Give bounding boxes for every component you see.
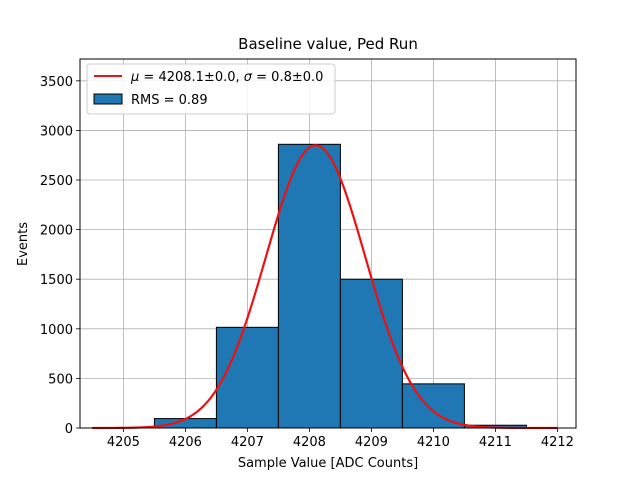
x-axis-label: Sample Value [ADC Counts]: [238, 456, 418, 471]
histogram-bars: [91, 143, 527, 429]
x-tick-label: 4211: [479, 435, 512, 450]
x-tick-label: 4212: [541, 435, 574, 450]
legend-fit-label: μ = 4208.1±0.0, σ = 0.8±0.0: [130, 70, 323, 85]
x-tick-label: 4207: [231, 435, 264, 450]
plot-frame: [79, 58, 577, 429]
x-tick-label: 4205: [107, 435, 140, 450]
x-axis-ticks: 4205 4206 4207 4208 4209 4210 4211 4212: [107, 428, 574, 450]
legend: μ = 4208.1±0.0, σ = 0.8±0.0 RMS = 0.89: [86, 63, 336, 115]
y-tick-label: 3000: [40, 124, 73, 139]
chart-title: Baseline value, Ped Run: [238, 35, 418, 53]
y-tick-label: 0: [65, 422, 73, 437]
y-tick-label: 2000: [40, 224, 73, 239]
fit-curve-line: [92, 144, 558, 430]
x-tick-label: 4206: [169, 435, 202, 450]
legend-histogram-swatch: [93, 93, 123, 105]
y-axis-label: Events: [16, 222, 31, 266]
y-tick-label: 1500: [40, 273, 73, 288]
gaussian-fit-curve: [92, 144, 558, 430]
histogram-bar: [401, 383, 465, 429]
x-tick-label: 4208: [293, 435, 326, 450]
y-tick-label: 1000: [40, 323, 73, 338]
y-tick-label: 2500: [40, 174, 73, 189]
y-tick-label: 500: [48, 372, 73, 387]
x-tick-label: 4209: [355, 435, 388, 450]
legend-box: [86, 63, 336, 115]
x-tick-label: 4210: [417, 435, 450, 450]
legend-histogram-label: RMS = 0.89: [131, 93, 208, 108]
y-axis-ticks: 0 500 1000 1500 2000 2500 3000 3500: [40, 75, 80, 437]
y-tick-label: 3500: [40, 75, 73, 90]
histogram-bar: [215, 326, 279, 429]
histogram-bar: [339, 278, 403, 429]
